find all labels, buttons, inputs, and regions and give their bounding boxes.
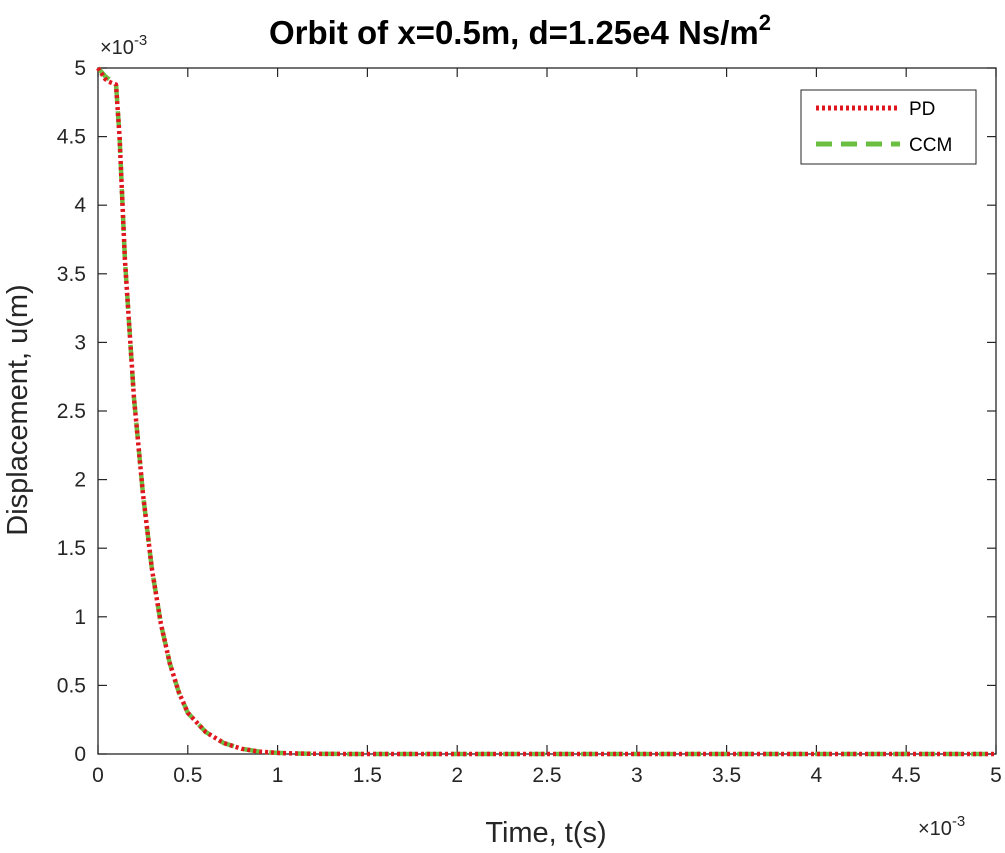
y-axis: 0 0.5 1 1.5 2 2.5 3 3.5 4 4.5 5 bbox=[57, 57, 996, 766]
series-layer bbox=[96, 66, 996, 757]
chart-title: Orbit of x=0.5m, d=1.25e4 Ns/m2 bbox=[269, 10, 771, 51]
x-tick-label: 1 bbox=[272, 764, 284, 787]
y-tick-label: 3.5 bbox=[57, 263, 86, 286]
x-tick-label: 2 bbox=[451, 764, 463, 787]
y-axis-label: Displacement, u(m) bbox=[2, 284, 34, 535]
x-tick-label: 1.5 bbox=[353, 764, 382, 787]
legend: PD CCM bbox=[800, 89, 977, 165]
y-tick-label: 5 bbox=[74, 57, 86, 80]
y-tick-label: 0.5 bbox=[57, 674, 86, 697]
y-tick-label: 1.5 bbox=[57, 537, 86, 560]
x-tick-label: 3 bbox=[631, 764, 643, 787]
y-tick-label: 3 bbox=[74, 331, 86, 354]
series-line-pd bbox=[96, 66, 996, 757]
legend-label-ccm: CCM bbox=[909, 135, 952, 156]
x-multiplier: ×10-3 bbox=[918, 813, 965, 840]
y-multiplier: ×10-3 bbox=[100, 32, 147, 59]
y-tick-label: 4.5 bbox=[57, 126, 86, 149]
legend-label-pd: PD bbox=[909, 99, 935, 120]
y-tick-label: 1 bbox=[74, 606, 86, 629]
x-axis: 0 0.5 1 1.5 2 2.5 3 3.5 4 4.5 5 bbox=[92, 68, 1002, 787]
x-tick-label: 3.5 bbox=[712, 764, 741, 787]
x-tick-label: 5 bbox=[990, 764, 1002, 787]
plot-area: 0 0.5 1 1.5 2 2.5 3 3.5 4 4.5 5 0 0.5 1 1.5 2 2.5 3 3.5 4 4… bbox=[57, 57, 1002, 787]
x-tick-label: 0.5 bbox=[173, 764, 202, 787]
x-tick-label: 4 bbox=[811, 764, 823, 787]
x-tick-label: 0 bbox=[92, 764, 104, 787]
y-tick-label: 2 bbox=[74, 469, 86, 492]
x-axis-label: Time, t(s) bbox=[485, 817, 606, 849]
legend-box bbox=[800, 89, 977, 165]
y-tick-label: 0 bbox=[74, 743, 86, 766]
x-tick-label: 4.5 bbox=[892, 764, 921, 787]
x-tick-label: 2.5 bbox=[532, 764, 561, 787]
y-tick-label: 4 bbox=[74, 194, 86, 217]
y-tick-label: 2.5 bbox=[57, 400, 86, 423]
